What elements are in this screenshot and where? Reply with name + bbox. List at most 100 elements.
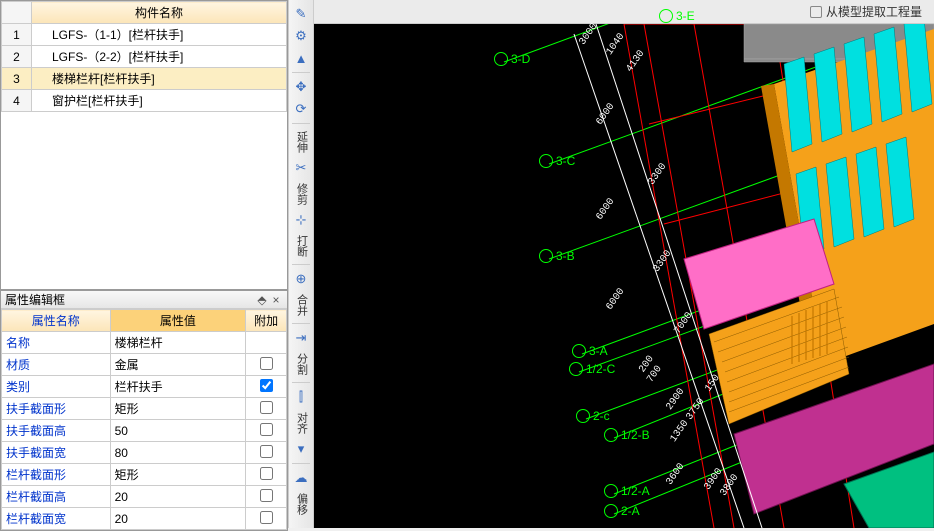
grid-bubble-icon [604, 504, 618, 518]
tool-offset[interactable]: 偏移 [291, 490, 311, 518]
property-value[interactable]: 矩形 [110, 464, 246, 486]
grid-label-text: 3-E [676, 9, 695, 23]
property-add[interactable] [246, 398, 287, 420]
property-add-checkbox[interactable] [260, 467, 273, 480]
property-add-checkbox[interactable] [260, 357, 273, 370]
grid-label-text: 3-A [589, 344, 608, 358]
component-row[interactable]: 4窗护栏[栏杆扶手] [2, 90, 287, 112]
component-table: 构件名称 1LGFS-（1-1）[栏杆扶手]2LGFS-（2-2）[栏杆扶手]3… [1, 1, 287, 112]
component-name-cell[interactable]: 楼梯栏杆[栏杆扶手] [32, 68, 287, 90]
property-add-checkbox[interactable] [260, 511, 273, 524]
property-add[interactable] [246, 442, 287, 464]
prop-col-value[interactable]: 属性值 [110, 310, 246, 332]
component-name-cell[interactable]: LGFS-（1-1）[栏杆扶手] [32, 24, 287, 46]
property-name: 类别 [2, 376, 111, 398]
grid-bubble-icon [494, 52, 508, 66]
component-row[interactable]: 1LGFS-（1-1）[栏杆扶手] [2, 24, 287, 46]
tool-move[interactable]: ✥ [291, 77, 311, 97]
tool-settings[interactable]: ⚙ [291, 26, 311, 46]
property-panel-titlebar: 属性编辑框 ⬘ × [1, 291, 287, 309]
property-add[interactable] [246, 332, 287, 354]
property-value[interactable]: 80 [110, 442, 246, 464]
tool-split-icon[interactable]: ⇥ [291, 328, 311, 348]
property-name: 名称 [2, 332, 111, 354]
property-add[interactable] [246, 508, 287, 530]
tool-merge[interactable]: 合并 [291, 291, 311, 319]
toolbar-separator [292, 382, 310, 383]
property-row: 材质金属 [2, 354, 287, 376]
toolbar-separator [292, 123, 310, 124]
property-add[interactable] [246, 464, 287, 486]
tool-break-icon[interactable]: ⊹ [291, 210, 311, 230]
property-value[interactable]: 矩形 [110, 398, 246, 420]
property-add[interactable] [246, 486, 287, 508]
toolbar-separator [292, 323, 310, 324]
property-row: 扶手截面高50 [2, 420, 287, 442]
grid-label-text: 2-c [593, 409, 610, 423]
property-add[interactable] [246, 376, 287, 398]
grid-label-text: 3-B [556, 249, 575, 263]
tool-split[interactable]: 分割 [291, 350, 311, 378]
toolbar-separator [292, 264, 310, 265]
property-row: 栏杆截面宽20 [2, 508, 287, 530]
vertical-toolbar: ✎⚙▲ ✥⟳ 延伸✂修剪⊹打断 ⊕合并 ⇥分割 ⫿对齐▾ ☁偏移 [288, 0, 314, 528]
property-value[interactable]: 50 [110, 420, 246, 442]
grid-label-text: 1/2-A [621, 484, 650, 498]
property-name: 栏杆截面高 [2, 486, 111, 508]
grid-label: 1/2-B [604, 428, 650, 442]
property-value[interactable]: 20 [110, 486, 246, 508]
component-name-header[interactable]: 构件名称 [32, 2, 287, 24]
property-name: 栏杆截面形 [2, 464, 111, 486]
grid-label: 1/2-C [569, 362, 615, 376]
component-row[interactable]: 2LGFS-（2-2）[栏杆扶手] [2, 46, 287, 68]
grid-bubble-icon [539, 249, 553, 263]
tool-break[interactable]: 打断 [291, 232, 311, 260]
tool-align-drop[interactable]: ▾ [291, 439, 311, 459]
property-add-checkbox[interactable] [260, 489, 273, 502]
property-add-checkbox[interactable] [260, 401, 273, 414]
prop-col-add[interactable]: 附加 [246, 310, 287, 332]
tool-rotate[interactable]: ⟳ [291, 99, 311, 119]
property-row: 类别栏杆扶手 [2, 376, 287, 398]
tool-align-icon[interactable]: ⫿ [291, 387, 311, 407]
tool-trim[interactable]: 修剪 [291, 180, 311, 208]
grid-label-text: 1/2-B [621, 428, 650, 442]
property-add[interactable] [246, 420, 287, 442]
component-name-cell[interactable]: LGFS-（2-2）[栏杆扶手] [32, 46, 287, 68]
tool-mirror[interactable]: ▲ [291, 48, 311, 68]
pin-icon[interactable]: ⬘ [255, 293, 269, 307]
tool-extend[interactable]: 延伸 [291, 128, 311, 156]
grid-label: 1/2-A [604, 484, 650, 498]
toolbar-separator [292, 463, 310, 464]
property-value[interactable]: 楼梯栏杆 [110, 332, 246, 354]
grid-label-text: 3-D [511, 52, 530, 66]
left-panel: 构件名称 1LGFS-（1-1）[栏杆扶手]2LGFS-（2-2）[栏杆扶手]3… [0, 0, 288, 528]
extract-quantities-button[interactable]: 从模型提取工程量 [810, 3, 922, 20]
component-row[interactable]: 3楼梯栏杆[栏杆扶手] [2, 68, 287, 90]
prop-col-name[interactable]: 属性名称 [2, 310, 111, 332]
property-value[interactable]: 20 [110, 508, 246, 530]
property-name: 扶手截面形 [2, 398, 111, 420]
row-number: 3 [2, 68, 32, 90]
property-row: 栏杆截面高20 [2, 486, 287, 508]
viewport-3d[interactable]: 从模型提取工程量 [314, 0, 934, 528]
row-number: 4 [2, 90, 32, 112]
grid-bubble-icon [576, 409, 590, 423]
tool-cloud[interactable]: ☁ [291, 468, 311, 488]
tool-align[interactable]: 对齐 [291, 409, 311, 437]
property-add-checkbox[interactable] [260, 379, 273, 392]
property-value[interactable]: 金属 [110, 354, 246, 376]
grid-label-text: 1/2-C [586, 362, 615, 376]
tool-merge-icon[interactable]: ⊕ [291, 269, 311, 289]
property-add[interactable] [246, 354, 287, 376]
property-add-checkbox[interactable] [260, 445, 273, 458]
property-add-checkbox[interactable] [260, 423, 273, 436]
close-icon[interactable]: × [269, 293, 283, 307]
grid-label-text: 2-A [621, 504, 640, 518]
grid-label: 2-c [576, 409, 610, 423]
component-name-cell[interactable]: 窗护栏[栏杆扶手] [32, 90, 287, 112]
property-value[interactable]: 栏杆扶手 [110, 376, 246, 398]
tool-trim-icon[interactable]: ✂ [291, 158, 311, 178]
row-number: 1 [2, 24, 32, 46]
tool-draw[interactable]: ✎ [291, 4, 311, 24]
